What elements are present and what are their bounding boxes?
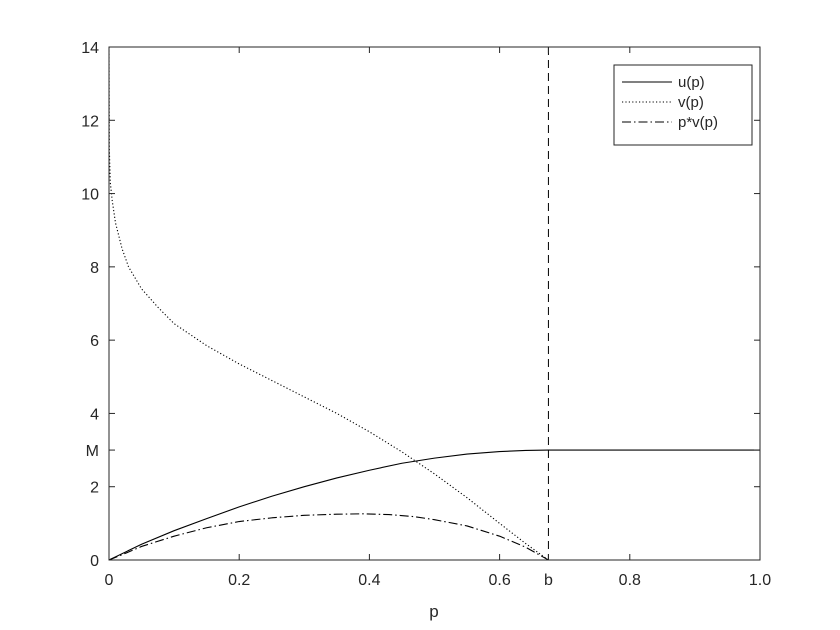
series-line-0 xyxy=(109,449,760,560)
x-tick-label: 0.2 xyxy=(228,572,250,589)
y-tick-label: 14 xyxy=(81,40,99,57)
y-axis-ticks: 0 2 M 4 6 8 10 12 14 xyxy=(81,40,760,570)
legend-label-2: p*v(p) xyxy=(678,114,718,131)
x-tick-label: 0 xyxy=(105,572,114,589)
plot-frame xyxy=(108,46,761,561)
x-tick-label: 0.8 xyxy=(619,572,641,589)
y-tick-label: M xyxy=(86,443,99,460)
y-tick-label: 0 xyxy=(90,553,99,570)
y-tick-label: 12 xyxy=(81,113,99,130)
x-tick-label: 1.0 xyxy=(749,572,771,589)
legend-label-1: v(p) xyxy=(678,94,704,111)
legend-label-0: u(p) xyxy=(678,74,705,91)
legend: u(p) v(p) p*v(p) xyxy=(613,64,753,146)
y-tick-label: 8 xyxy=(90,260,99,277)
x-tick-label: b xyxy=(544,572,553,589)
legend-box xyxy=(613,64,753,146)
series-lines xyxy=(109,47,760,560)
x-axis-label: p xyxy=(429,602,438,621)
series-line-1 xyxy=(109,47,549,560)
y-tick-label: 6 xyxy=(90,333,99,350)
y-tick-label: 10 xyxy=(81,187,99,204)
x-tick-label: 0.6 xyxy=(488,572,510,589)
x-axis-ticks: 0 0.2 0.4 0.6 b 0.8 1.0 xyxy=(105,47,771,589)
series-line-2 xyxy=(109,513,549,560)
y-tick-label: 2 xyxy=(90,480,99,497)
y-tick-label: 4 xyxy=(90,406,99,423)
x-tick-label: 0.4 xyxy=(358,572,380,589)
